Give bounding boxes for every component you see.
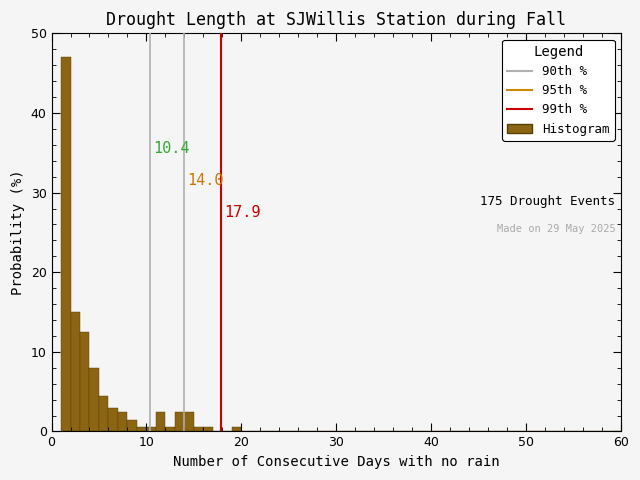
Text: 175 Drought Events: 175 Drought Events — [480, 195, 615, 208]
Bar — [80, 332, 90, 432]
Legend: 90th %, 95th %, 99th %, Histogram: 90th %, 95th %, 99th %, Histogram — [502, 40, 614, 141]
Text: 17.9: 17.9 — [224, 204, 260, 219]
Bar — [165, 428, 175, 432]
Bar — [137, 428, 147, 432]
Bar — [99, 396, 108, 432]
Bar — [108, 408, 118, 432]
Bar — [90, 368, 99, 432]
Bar — [118, 411, 127, 432]
Text: 14.0: 14.0 — [188, 173, 224, 188]
Bar — [147, 428, 156, 432]
Title: Drought Length at SJWillis Station during Fall: Drought Length at SJWillis Station durin… — [106, 11, 566, 29]
X-axis label: Number of Consecutive Days with no rain: Number of Consecutive Days with no rain — [173, 455, 500, 469]
Bar — [127, 420, 137, 432]
Bar — [70, 312, 80, 432]
Y-axis label: Probability (%): Probability (%) — [11, 169, 25, 295]
Bar — [194, 428, 204, 432]
Bar — [184, 411, 194, 432]
Text: Made on 29 May 2025: Made on 29 May 2025 — [497, 225, 615, 235]
Bar — [175, 411, 184, 432]
Bar — [61, 57, 70, 432]
Bar — [204, 428, 213, 432]
Text: 10.4: 10.4 — [153, 141, 189, 156]
Bar — [232, 428, 241, 432]
Bar — [156, 411, 165, 432]
